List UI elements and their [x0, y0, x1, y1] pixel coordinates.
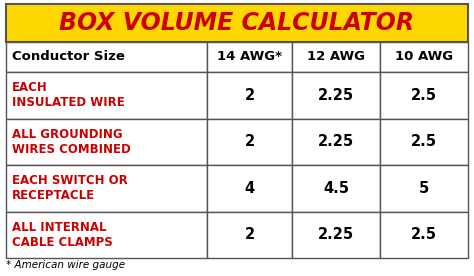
Bar: [6, 118, 207, 165]
Bar: [207, 42, 292, 72]
Text: 12 AWG: 12 AWG: [307, 51, 365, 63]
Bar: [207, 72, 292, 118]
Text: * American wire gauge: * American wire gauge: [6, 260, 125, 270]
Text: 2.5: 2.5: [411, 88, 437, 103]
Text: Conductor Size: Conductor Size: [12, 51, 125, 63]
Bar: [6, 165, 207, 211]
Text: ALL GROUNDING
WIRES COMBINED: ALL GROUNDING WIRES COMBINED: [12, 128, 131, 156]
Text: 2.25: 2.25: [318, 88, 355, 103]
Text: 5: 5: [419, 181, 429, 196]
Bar: [292, 211, 380, 258]
Text: 2: 2: [245, 227, 255, 242]
Bar: [6, 42, 207, 72]
Bar: [380, 42, 468, 72]
Bar: [6, 72, 207, 118]
Bar: [292, 118, 380, 165]
Text: 2.25: 2.25: [318, 134, 355, 149]
Bar: [6, 211, 207, 258]
Bar: [380, 72, 468, 118]
Text: 2.25: 2.25: [318, 227, 355, 242]
Text: 2.5: 2.5: [411, 134, 437, 149]
Text: 4.5: 4.5: [323, 181, 349, 196]
Text: 14 AWG*: 14 AWG*: [217, 51, 282, 63]
Bar: [207, 118, 292, 165]
Text: 4: 4: [245, 181, 255, 196]
Bar: [292, 42, 380, 72]
Text: BOX VOLUME CALCULATOR: BOX VOLUME CALCULATOR: [59, 11, 415, 35]
Bar: [292, 72, 380, 118]
Text: ALL INTERNAL
CABLE CLAMPS: ALL INTERNAL CABLE CLAMPS: [12, 221, 113, 249]
Bar: [207, 165, 292, 211]
Bar: [292, 165, 380, 211]
Text: 10 AWG: 10 AWG: [395, 51, 453, 63]
Text: EACH SWITCH OR
RECEPTACLE: EACH SWITCH OR RECEPTACLE: [12, 174, 128, 202]
Text: 2.5: 2.5: [411, 227, 437, 242]
Text: 2: 2: [245, 88, 255, 103]
Bar: [6, 4, 468, 42]
Text: 2: 2: [245, 134, 255, 149]
Bar: [6, 4, 468, 42]
Bar: [380, 118, 468, 165]
Text: EACH
INSULATED WIRE: EACH INSULATED WIRE: [12, 81, 125, 109]
Bar: [380, 165, 468, 211]
Bar: [380, 211, 468, 258]
Bar: [207, 211, 292, 258]
